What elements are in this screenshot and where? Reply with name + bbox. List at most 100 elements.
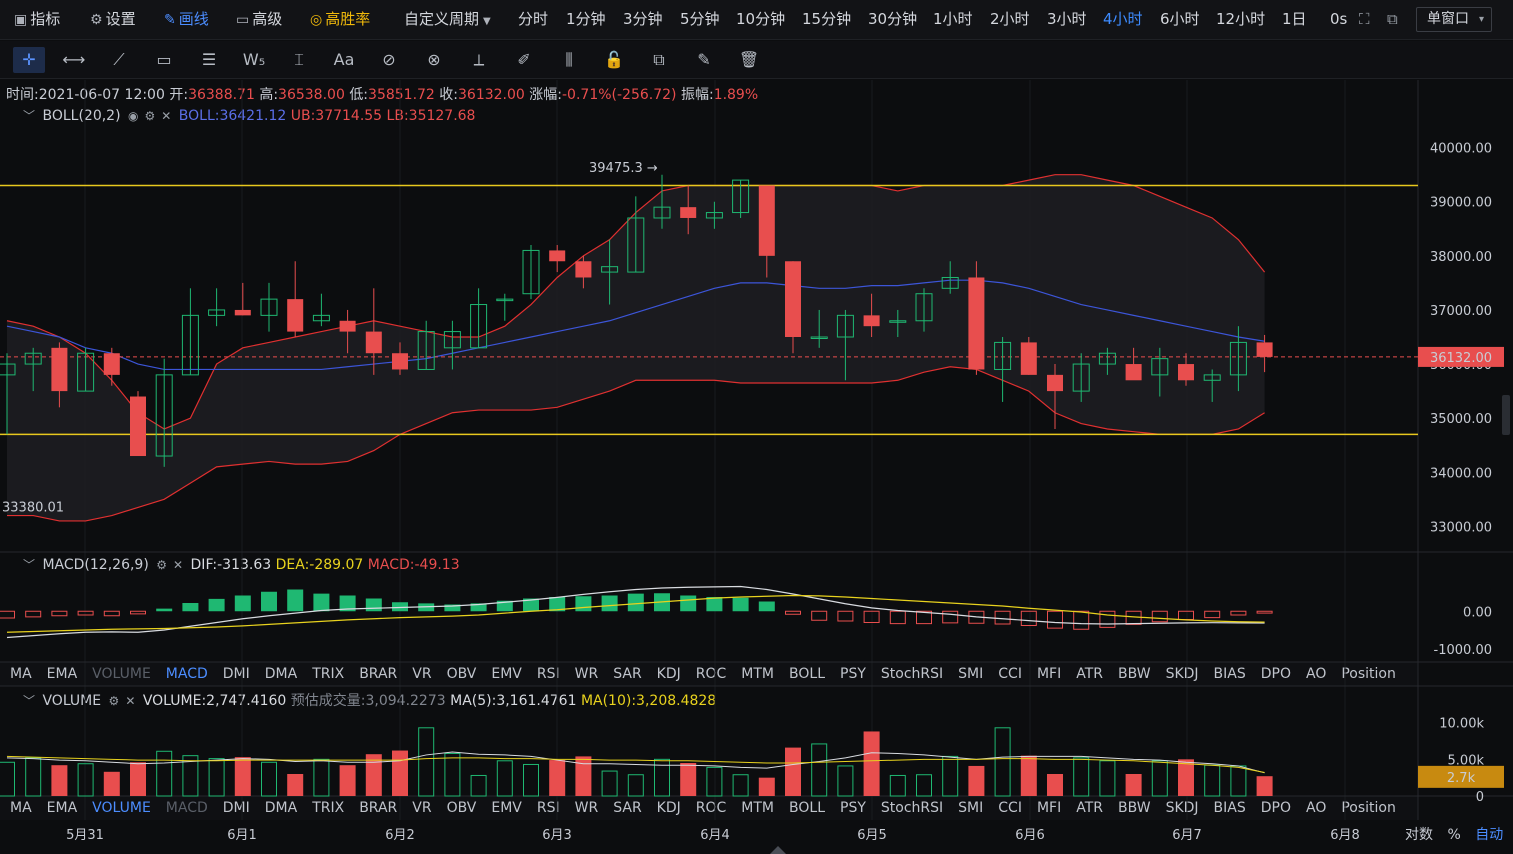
copy-icon[interactable]: ⧉ (653, 50, 665, 69)
period-tab[interactable]: 15分钟 (802, 10, 852, 28)
indicator-tab[interactable]: DMI (222, 800, 250, 816)
indicator-tab[interactable]: BBW (1118, 800, 1151, 816)
indicator-tab[interactable]: BOLL (789, 666, 825, 682)
indicator-tab[interactable]: AO (1306, 800, 1327, 816)
period-tab[interactable]: 12小时 (1216, 10, 1266, 28)
indicator-tab[interactable]: RSI (536, 800, 560, 816)
fibonacci-icon[interactable]: ⊘ (382, 50, 396, 69)
indicator-tab[interactable]: AO (1306, 666, 1327, 682)
indicator-tab[interactable]: BIAS (1213, 666, 1246, 682)
period-tab[interactable]: 3分钟 (623, 10, 663, 28)
custom-period-dropdown[interactable]: 自定义周期 ▼ (404, 0, 494, 40)
indicator-tab[interactable]: RSI (536, 666, 560, 682)
indicator-tab[interactable]: TRIX (312, 800, 345, 816)
rectangle-icon[interactable]: ▭ (156, 50, 172, 69)
indicator-tab[interactable]: MTM (741, 666, 775, 682)
horizontal-ray-icon[interactable]: ⟷ (62, 50, 86, 69)
indicator-tab[interactable]: VOLUME (92, 800, 151, 816)
indicator-tab[interactable]: DMA (264, 800, 298, 816)
period-tab[interactable]: 1分钟 (566, 10, 606, 28)
period-tab[interactable]: 2小时 (990, 10, 1030, 28)
indicator-tab[interactable]: SMI (958, 800, 984, 816)
chart-canvas[interactable]: 39475.3 → 33380.01 40000.00 39000.00 38000.0… (0, 80, 1513, 854)
indicator-tab[interactable]: ATR (1076, 800, 1103, 816)
advanced-button[interactable]: ▭ 高级 (236, 0, 282, 40)
period-tab[interactable]: 1小时 (933, 10, 973, 28)
indicator-tab[interactable]: MFI (1036, 666, 1062, 682)
win-rate-button[interactable]: ◎ 高胜率 (310, 0, 370, 40)
indicator-tab[interactable]: StochRSI (880, 666, 944, 682)
close-icon[interactable]: ✕ (161, 109, 172, 123)
edit-icon[interactable]: ✎ (697, 50, 711, 69)
period-tab[interactable]: 30分钟 (868, 10, 918, 28)
close-icon[interactable]: ✕ (173, 558, 184, 572)
wave-pattern-icon[interactable]: W₅ (242, 50, 266, 69)
window-select[interactable]: 单窗口 ▾ (1416, 7, 1492, 32)
indicator-tab[interactable]: MA (10, 666, 32, 682)
period-tab[interactable]: 分时 (518, 10, 549, 28)
period-tab[interactable]: 1日 (1282, 10, 1307, 28)
indicators-button[interactable]: ▣ 指标 (14, 0, 60, 40)
fullscreen-icon[interactable]: ⛶ (1359, 10, 1370, 28)
draw-button[interactable]: ✎ 画线 (164, 0, 209, 40)
settings-button[interactable]: ⚙ 设置 (90, 0, 136, 40)
crosshair-icon[interactable]: ✛ (13, 47, 45, 73)
indicator-tab[interactable]: EMV (491, 800, 522, 816)
indicator-tab[interactable]: VOLUME (92, 666, 151, 682)
gear-icon[interactable]: ⚙ (144, 109, 156, 123)
indicator-tab[interactable]: SKDJ (1165, 800, 1199, 816)
trend-line-icon[interactable]: ⟋ (113, 50, 125, 69)
indicator-tab[interactable]: KDJ (656, 800, 681, 816)
indicator-tab[interactable]: KDJ (656, 666, 681, 682)
indicator-tab[interactable]: BRAR (359, 666, 398, 682)
indicator-tab[interactable]: SMI (958, 666, 984, 682)
indicator-tab[interactable]: DMI (222, 666, 250, 682)
indicator-tab[interactable]: SAR (613, 800, 642, 816)
gear-icon[interactable]: ⚙ (156, 558, 168, 572)
popout-icon[interactable]: ⧉ (1387, 10, 1398, 28)
indicator-tab[interactable]: CCI (998, 800, 1022, 816)
candlestick-pattern-icon[interactable]: ⫼ (565, 50, 573, 69)
indicator-tab[interactable]: ATR (1076, 666, 1103, 682)
period-tab[interactable]: 5分钟 (680, 10, 720, 28)
indicator-tab[interactable]: BOLL (789, 800, 825, 816)
text-annotation-icon[interactable]: ⌶ (294, 50, 304, 69)
lock-icon[interactable]: 🔓 (604, 50, 624, 69)
indicator-tab[interactable]: BIAS (1213, 800, 1246, 816)
indicator-tab[interactable]: Position (1341, 800, 1396, 816)
indicator-tab[interactable]: ROC (695, 800, 727, 816)
indicator-tab[interactable]: BRAR (359, 800, 398, 816)
indicator-tab[interactable]: OBV (446, 800, 477, 816)
indicator-tab[interactable]: EMA (46, 800, 78, 816)
percent-scale-toggle[interactable]: % (1447, 827, 1461, 843)
text-icon[interactable]: Aa (333, 50, 355, 69)
indicator-tab[interactable]: ROC (695, 666, 727, 682)
indicator-tab[interactable]: MA (10, 800, 32, 816)
indicator-tab[interactable]: OBV (446, 666, 477, 682)
indicator-tab[interactable]: WR (574, 666, 599, 682)
delete-icon[interactable]: 🗑 (738, 50, 760, 69)
collapse-icon[interactable]: ﹀ (23, 109, 36, 123)
indicator-tab[interactable]: MFI (1036, 800, 1062, 816)
brush-icon[interactable]: ✐ (517, 50, 531, 69)
scroll-handle[interactable] (1502, 395, 1510, 435)
period-tab[interactable]: 6小时 (1160, 10, 1200, 28)
log-scale-toggle[interactable]: 对数 (1405, 827, 1433, 843)
indicator-tab[interactable]: MACD (165, 800, 208, 816)
indicator-tab[interactable]: DMA (264, 666, 298, 682)
indicator-tab[interactable]: VR (412, 800, 432, 816)
measure-icon[interactable]: ⊗ (427, 50, 441, 69)
indicator-tab[interactable]: WR (574, 800, 599, 816)
period-tab[interactable]: 10分钟 (736, 10, 786, 28)
collapse-handle-icon[interactable] (770, 846, 786, 854)
indicator-tab[interactable]: DPO (1260, 666, 1291, 682)
period-tab[interactable]: 3小时 (1047, 10, 1087, 28)
indicator-tab[interactable]: CCI (998, 666, 1022, 682)
period-tab[interactable]: 4小时 (1103, 10, 1143, 28)
gear-icon[interactable]: ⚙ (108, 694, 120, 708)
indicator-tab[interactable]: SKDJ (1165, 666, 1199, 682)
eye-icon[interactable]: ◉ (128, 109, 139, 123)
indicator-tab[interactable]: Position (1341, 666, 1396, 682)
indicator-tab[interactable]: EMA (46, 666, 78, 682)
indicator-tab[interactable]: SAR (613, 666, 642, 682)
